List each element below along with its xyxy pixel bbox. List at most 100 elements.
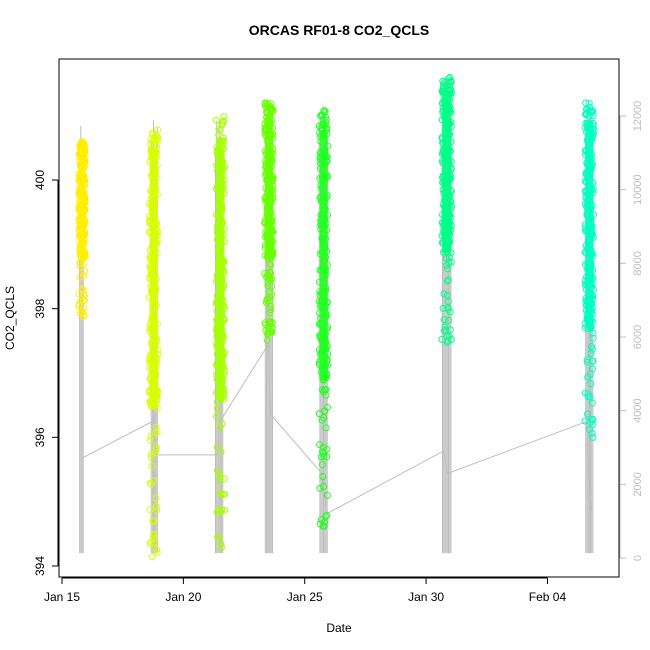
data-band: [585, 120, 594, 329]
flight-rf07: [581, 99, 598, 441]
data-point: [147, 135, 155, 143]
data-point: [267, 269, 275, 277]
data-point: [264, 282, 272, 290]
data-point: [81, 267, 89, 275]
data-point: [588, 343, 596, 350]
data-point: [217, 508, 225, 516]
data-point: [444, 265, 451, 273]
co2-series: [75, 73, 598, 561]
data-point: [217, 540, 225, 548]
data-point: [146, 436, 154, 444]
data-point: [586, 370, 594, 378]
data-point: [316, 441, 324, 449]
data-point: [584, 410, 591, 418]
data-point: [319, 116, 327, 123]
data-point: [323, 491, 331, 499]
data-point: [446, 73, 454, 81]
data-point: [589, 107, 597, 115]
data-point: [80, 311, 88, 319]
data-point: [441, 323, 449, 331]
data-point: [212, 116, 220, 124]
data-point: [444, 276, 452, 284]
data-point: [78, 308, 86, 316]
y-tick-label: 398: [33, 298, 47, 318]
flight-rf05: [315, 107, 332, 530]
data-point: [442, 326, 450, 334]
data-point: [587, 349, 595, 357]
data-point: [581, 389, 589, 397]
data-point: [216, 423, 224, 431]
data-point: [319, 473, 327, 480]
data-point: [445, 75, 453, 83]
data-band: [441, 90, 452, 253]
data-point: [153, 546, 160, 553]
data-point: [589, 415, 597, 423]
data-point: [323, 511, 331, 519]
data-point: [589, 329, 597, 337]
data-point: [266, 260, 274, 268]
y-tick-label: 396: [33, 427, 47, 447]
data-point: [319, 522, 327, 530]
data-point: [213, 443, 221, 451]
data-point: [216, 126, 224, 134]
y-axis: 394 396 398 400: [33, 170, 59, 576]
data-point: [218, 543, 225, 551]
data-point: [445, 254, 453, 261]
x-axis-label: Date: [326, 621, 352, 635]
data-point: [75, 302, 83, 310]
data-point: [150, 539, 158, 547]
data-point: [152, 446, 160, 454]
data-point: [79, 260, 87, 268]
data-point: [215, 506, 223, 514]
data-point: [150, 477, 157, 485]
data-point: [266, 302, 274, 310]
data-point: [153, 143, 161, 151]
data-point: [267, 306, 275, 314]
x-tick-label: Jan 15: [44, 590, 80, 604]
data-point: [446, 326, 454, 334]
data-point: [76, 273, 84, 281]
data-point: [267, 328, 275, 336]
data-band: [216, 137, 225, 400]
data-point: [79, 141, 87, 149]
data-point: [266, 309, 274, 317]
data-point: [77, 297, 84, 305]
data-point: [152, 443, 160, 451]
data-point: [318, 461, 326, 469]
data-point: [321, 107, 329, 115]
data-point: [442, 255, 450, 262]
data-point: [316, 410, 324, 418]
data-point: [316, 484, 324, 492]
data-point: [267, 276, 275, 284]
data-point: [216, 470, 224, 478]
data-point: [583, 358, 591, 366]
data-point: [586, 393, 594, 401]
data-point: [80, 304, 88, 312]
x-tick-label: Feb 04: [529, 590, 567, 604]
data-point: [213, 412, 220, 420]
y-tick-label: 394: [33, 556, 47, 576]
data-point: [444, 337, 452, 345]
data-point: [266, 294, 274, 302]
data-point: [80, 296, 88, 304]
flight-rf02: [145, 126, 162, 561]
data-point: [152, 494, 160, 502]
data-point: [80, 272, 88, 279]
x-axis: Jan 15 Jan 20 Jan 25 Jan 30 Feb 04: [44, 577, 567, 604]
data-point: [445, 332, 453, 340]
data-point: [446, 308, 454, 316]
data-point: [217, 448, 225, 456]
data-point: [322, 116, 330, 124]
data-point: [588, 429, 596, 437]
data-point: [151, 429, 159, 437]
data-point: [147, 453, 155, 461]
data-point: [322, 424, 330, 432]
chart-title: ORCAS RF01-8 CO2_QCLS: [249, 22, 429, 38]
data-point: [220, 475, 228, 483]
data-point: [585, 99, 593, 107]
data-point: [216, 489, 224, 497]
data-point: [79, 286, 87, 294]
data-point: [443, 277, 451, 285]
flight-rf03: [212, 113, 229, 551]
data-point: [323, 453, 331, 461]
